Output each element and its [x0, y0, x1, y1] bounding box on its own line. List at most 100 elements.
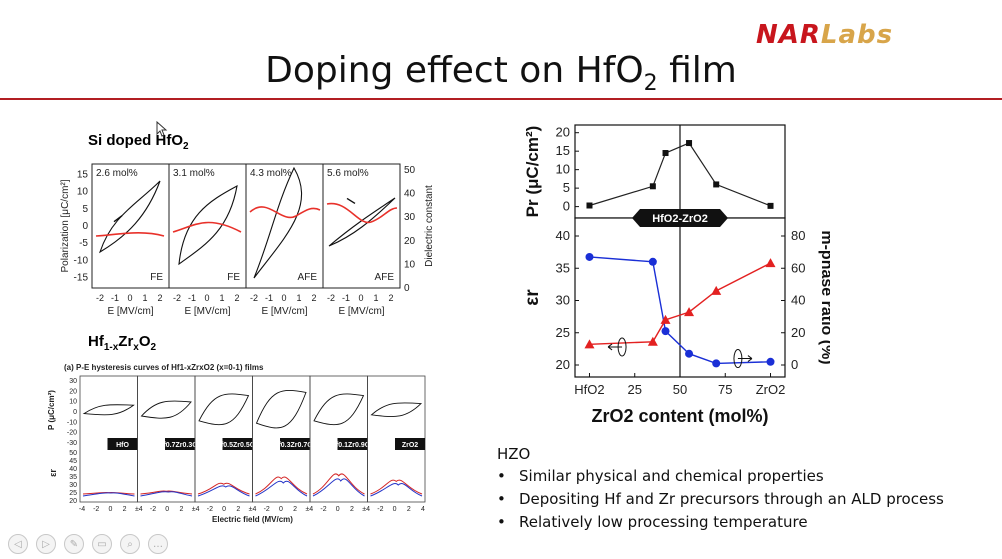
previous-slide-icon[interactable]: ◁ — [8, 534, 28, 554]
pr-data-point — [662, 150, 669, 157]
y2-tick-label: 50 — [404, 165, 416, 176]
e-tick-label: 20 — [69, 498, 77, 505]
y2-tick-label: 60 — [791, 260, 805, 275]
y-axis-label: Pr (μC/cm²) — [523, 126, 542, 218]
x-tick-label: 0 — [222, 506, 226, 513]
x-tick-label: -2 — [150, 506, 156, 513]
p-tick-label: 10 — [69, 399, 77, 406]
panel-frame — [168, 163, 247, 289]
pe-loop — [198, 393, 250, 426]
composition-tag-bg — [165, 438, 195, 450]
x-tick-label: 2 — [293, 506, 297, 513]
bullet-item: • Similar physical and chemical propertie… — [497, 467, 824, 485]
e-tick-label: 25 — [69, 490, 77, 497]
y2-tick-label: 0 — [404, 283, 410, 294]
x-tick-label: 0 — [108, 506, 112, 513]
next-slide-icon[interactable]: ▷ — [36, 534, 56, 554]
x-tick-label: ±4 — [135, 506, 143, 513]
y-tick-label: 40 — [556, 228, 570, 243]
narlabs-logo: NARLabs — [756, 20, 894, 50]
left-axis-arrow — [607, 343, 623, 351]
composition-tag: Hf0.3Zr0.7O2 — [273, 442, 316, 449]
x-tick-label: -2 — [377, 506, 383, 513]
epsilon-data-point — [765, 258, 776, 268]
y-tick-label: -5 — [79, 238, 88, 249]
p-tick-label: -20 — [67, 430, 77, 437]
composition-tag-bg — [280, 438, 310, 450]
x-tick-label: 1 — [219, 293, 224, 303]
e-tick-label: 40 — [69, 466, 77, 473]
m-phase-series-line — [589, 256, 771, 365]
x-axis-label: Electric field (MV/cm) — [212, 515, 293, 524]
x-tick-label: 2 — [123, 506, 127, 513]
si-heading: Si doped HfO2 — [88, 132, 189, 152]
x-tick-label: -1 — [342, 293, 350, 303]
x-tick-label: 4 — [421, 506, 425, 513]
y-tick-label: 20 — [556, 125, 570, 140]
epsilon-curve-blue — [140, 491, 193, 497]
panel-frame — [322, 163, 401, 289]
x-tick-label: -1 — [265, 293, 273, 303]
zoom-icon[interactable]: ⌕ — [120, 534, 140, 554]
x-axis-label: E [MV/cm] — [261, 306, 307, 317]
x-tick-label: 0 — [279, 506, 283, 513]
epsilon-curve-blue — [255, 480, 308, 497]
epsilon-data-point — [684, 307, 695, 317]
mouse-cursor-icon — [156, 121, 168, 137]
y-tick-label: 0 — [82, 221, 88, 232]
x-tick-label: 2 — [350, 506, 354, 513]
pe-loop — [370, 402, 423, 417]
p-tick-label: 30 — [69, 378, 77, 385]
pr-data-point — [713, 181, 720, 188]
pe-loop — [328, 197, 396, 247]
y2-tick-label: 80 — [791, 228, 805, 243]
x-tick-label: -2 — [250, 293, 258, 303]
x-tick-label: HfO2 — [574, 382, 604, 397]
pe-loop — [253, 166, 303, 279]
more-options-icon[interactable]: … — [148, 534, 168, 554]
epsilon-data-point — [711, 285, 722, 295]
x-tick-label: 0 — [281, 293, 286, 303]
x-axis-label: E [MV/cm] — [184, 306, 230, 317]
x-tick-label: 2 — [234, 293, 239, 303]
y2-tick-label: 20 — [404, 236, 416, 247]
epsilon-curve-blue — [197, 485, 250, 497]
y2-tick-label: 0 — [791, 357, 798, 372]
pe-loop — [99, 180, 161, 254]
x-tick-label: 1 — [296, 293, 301, 303]
x-tick-label: 2 — [407, 506, 411, 513]
y2-tick-label: 40 — [791, 293, 805, 308]
left-axis-arrow-loop — [617, 337, 627, 357]
pr-data-point — [686, 140, 693, 147]
x-tick-label: 25 — [628, 382, 642, 397]
sweep-arrow — [346, 197, 356, 205]
x-tick-label: 2 — [236, 506, 240, 513]
right-axis-arrow-loop — [733, 349, 743, 369]
concentration-label: 3.1 mol% — [173, 168, 215, 179]
x-axis-label: E [MV/cm] — [107, 306, 153, 317]
composition-tag-bg — [222, 438, 253, 450]
bullet-item: • Relatively low processing temperature — [497, 513, 808, 531]
x-tick-label: 0 — [358, 293, 363, 303]
epsilon-data-point — [647, 336, 658, 346]
m-phase-data-point — [648, 257, 657, 266]
x-tick-label: 50 — [673, 382, 687, 397]
y-tick-label: 10 — [556, 162, 570, 177]
e-tick-label: 45 — [69, 458, 77, 465]
x-tick-label: 0 — [127, 293, 132, 303]
y-tick-label: -15 — [74, 273, 89, 284]
y-tick-label: 0 — [563, 199, 570, 214]
epsilon-data-point — [584, 339, 595, 349]
pe-loop — [313, 393, 365, 426]
y2-tick-label: 10 — [404, 259, 416, 270]
epsilon-series-line — [589, 262, 771, 346]
pr-data-point — [649, 183, 656, 190]
pen-icon[interactable]: ✎ — [64, 534, 84, 554]
p-tick-label: 0 — [73, 409, 77, 416]
y2-tick-label: 20 — [791, 325, 805, 340]
x-tick-label: 1 — [142, 293, 147, 303]
slides-icon[interactable]: ▭ — [92, 534, 112, 554]
dielectric-curve — [95, 232, 165, 237]
epsilon-curve-blue — [370, 483, 423, 497]
